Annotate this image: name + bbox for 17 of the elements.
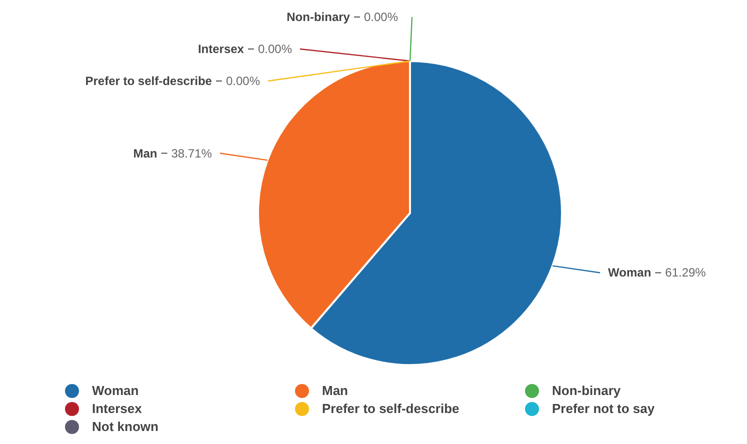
- text: 0.00%: [364, 10, 398, 24]
- legend-label: Man: [322, 382, 348, 400]
- legend-label: Prefer not to say: [552, 400, 655, 418]
- legend-label: Woman: [92, 382, 139, 400]
- category-label: Prefer to self-describe: [85, 74, 212, 88]
- text: 0.00%: [258, 42, 292, 56]
- legend-label: Non-binary: [552, 382, 621, 400]
- legend-label: Prefer to self-describe: [322, 400, 460, 418]
- text: 0.00%: [226, 74, 260, 88]
- slice-label: Man: [133, 146, 158, 160]
- data-label: 61.29%: [665, 266, 706, 280]
- slice-label: Woman: [608, 266, 652, 280]
- category-label: Non-binary: [286, 10, 350, 24]
- category-label: Intersex: [198, 42, 244, 56]
- data-label: 38.71%: [171, 146, 212, 160]
- legend-label: Not known: [92, 418, 158, 436]
- legend-label: Intersex: [92, 400, 142, 418]
